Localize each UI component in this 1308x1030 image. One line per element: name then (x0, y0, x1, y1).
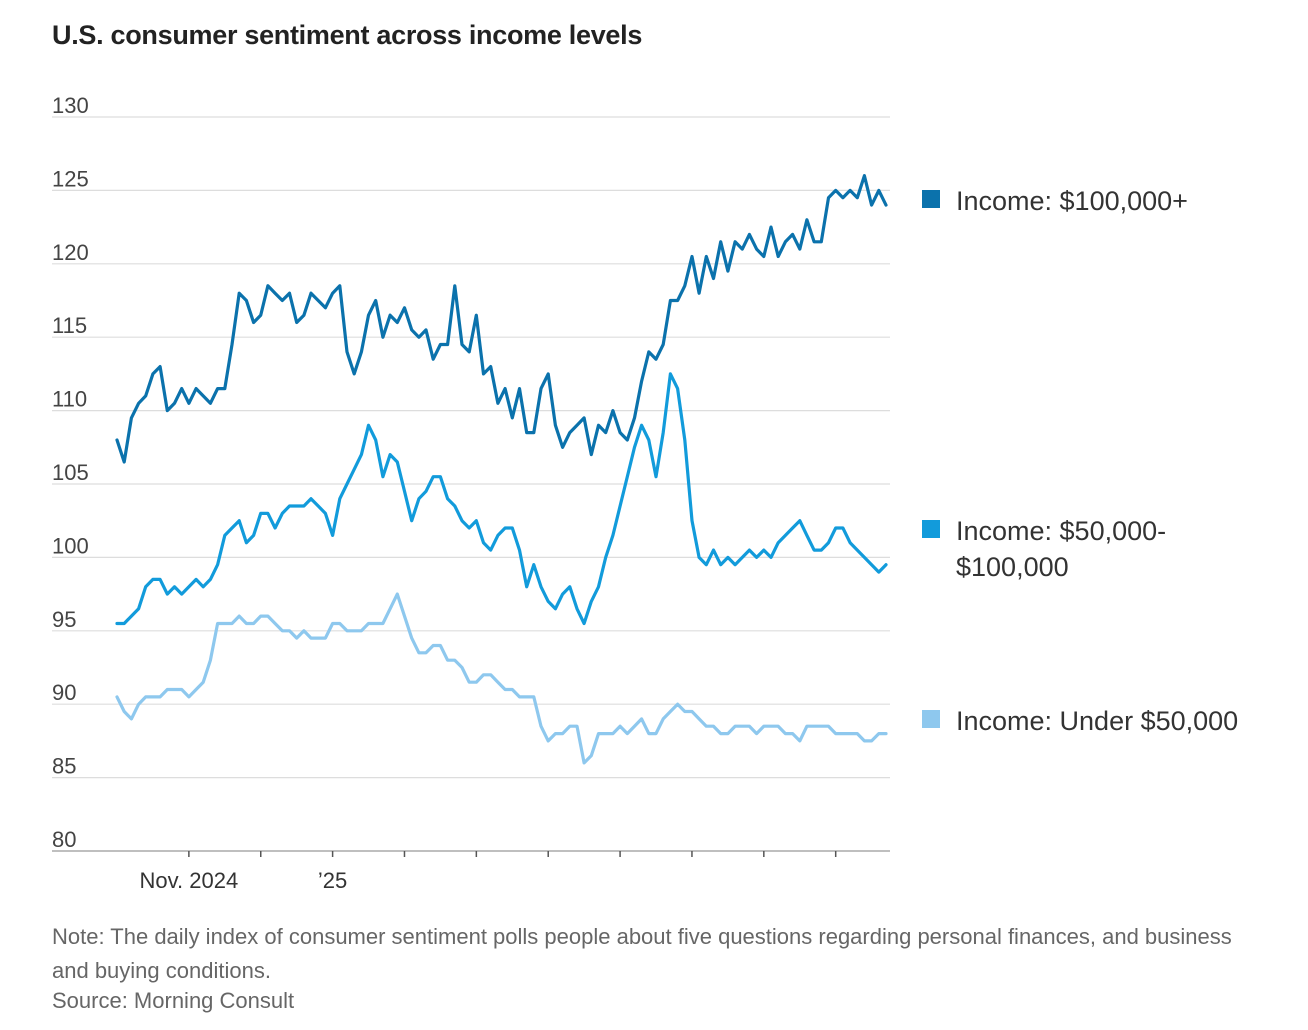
x-tick-label: ’25 (318, 868, 347, 893)
y-tick-label-125: 125 (52, 166, 89, 191)
chart-title: U.S. consumer sentiment across income le… (52, 20, 643, 50)
y-tick-label-130: 130 (52, 93, 89, 118)
y-tick-label-120: 120 (52, 240, 89, 265)
y-tick-label-80: 80 (52, 827, 76, 852)
legend-item: Income: Under $50,000 (922, 703, 1238, 739)
legend-label-line: $100,000 (956, 552, 1069, 582)
legend-swatch (922, 710, 940, 728)
y-tick-label-115: 115 (52, 313, 87, 338)
legend-label: Income: Under $50,000 (956, 703, 1238, 739)
y-tick-label-105: 105 (52, 460, 89, 485)
series-lines (115, 174, 888, 765)
legend-swatch (922, 520, 940, 538)
y-tick-label-110: 110 (52, 387, 87, 412)
gridlines (52, 116, 890, 779)
series-line-income-100-000- (115, 174, 888, 464)
legend-item: Income: $100,000+ (922, 183, 1188, 219)
x-axis-ticks: Nov. 2024 ’25 (140, 851, 837, 893)
legend-swatch (922, 190, 940, 208)
legend-item: Income: $50,000- $100,000 (922, 513, 1166, 585)
y-axis-tick-labels: 130 125 120 115 110 105 100 95 90 85 80 (52, 93, 89, 852)
series-line-income-50-000-100-000 (115, 372, 888, 626)
line-chart: 130 125 120 115 110 105 100 95 90 85 80 Nov. 2024 ’… (52, 93, 890, 893)
chart-source: Source: Morning Consult (52, 988, 295, 1013)
chart-note: Note: The daily index of consumer sentim… (52, 924, 1232, 983)
y-tick-label-90: 90 (52, 680, 76, 705)
legend-label: Income: $50,000- $100,000 (956, 513, 1166, 585)
y-tick-label-100: 100 (52, 533, 89, 558)
legend-label: Income: $100,000+ (956, 183, 1188, 219)
x-tick-label: Nov. 2024 (140, 868, 239, 893)
series-line-income-under-50-000 (115, 592, 888, 765)
legend-label-line: Income: $50,000- (956, 516, 1167, 546)
y-tick-label-95: 95 (52, 607, 76, 632)
y-tick-label-85: 85 (52, 754, 76, 779)
legend-label-line: Income: $100,000+ (956, 186, 1188, 216)
legend-label-line: Income: Under $50,000 (956, 706, 1239, 736)
